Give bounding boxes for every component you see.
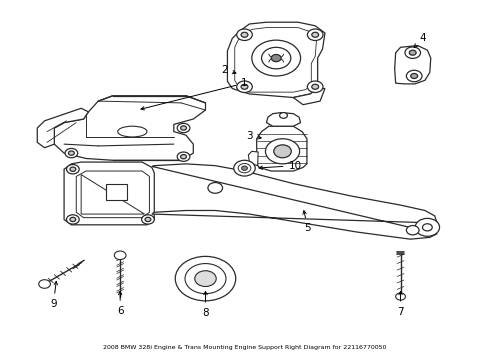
- Text: 8: 8: [202, 292, 208, 318]
- Polygon shape: [248, 151, 258, 166]
- Circle shape: [236, 29, 252, 41]
- Text: 2: 2: [221, 64, 235, 75]
- Circle shape: [241, 84, 247, 89]
- Text: 7: 7: [396, 292, 403, 316]
- Circle shape: [66, 215, 79, 224]
- Circle shape: [70, 167, 76, 171]
- Circle shape: [406, 226, 418, 235]
- Circle shape: [241, 32, 247, 37]
- Polygon shape: [293, 89, 325, 105]
- Circle shape: [410, 73, 417, 78]
- Circle shape: [241, 166, 247, 170]
- Circle shape: [66, 165, 79, 174]
- Circle shape: [177, 152, 189, 161]
- Polygon shape: [227, 22, 325, 98]
- Circle shape: [145, 217, 151, 222]
- Text: 4: 4: [413, 33, 425, 48]
- Circle shape: [114, 251, 126, 260]
- Circle shape: [422, 224, 431, 231]
- Polygon shape: [64, 162, 154, 225]
- Polygon shape: [256, 126, 306, 171]
- Circle shape: [68, 151, 74, 155]
- Circle shape: [265, 139, 299, 164]
- Circle shape: [273, 145, 291, 158]
- Polygon shape: [76, 171, 149, 218]
- Circle shape: [395, 293, 405, 300]
- Circle shape: [184, 264, 225, 294]
- Circle shape: [311, 84, 318, 89]
- Polygon shape: [394, 45, 430, 84]
- Text: 2008 BMW 328i Engine & Trans Mounting Engine Support Right Diagram for 221167700: 2008 BMW 328i Engine & Trans Mounting En…: [102, 345, 386, 350]
- Circle shape: [261, 47, 290, 69]
- Polygon shape: [105, 184, 127, 200]
- Polygon shape: [37, 108, 88, 148]
- Circle shape: [177, 123, 189, 133]
- Circle shape: [414, 219, 439, 236]
- Circle shape: [194, 271, 216, 287]
- Circle shape: [279, 113, 287, 118]
- Circle shape: [307, 81, 323, 93]
- Circle shape: [65, 148, 78, 158]
- Circle shape: [207, 183, 222, 193]
- Circle shape: [39, 280, 50, 288]
- Circle shape: [142, 215, 154, 224]
- Polygon shape: [54, 96, 205, 160]
- Text: 9: 9: [50, 282, 58, 309]
- Polygon shape: [81, 175, 144, 214]
- Circle shape: [406, 70, 421, 82]
- Circle shape: [180, 154, 186, 159]
- Circle shape: [408, 50, 415, 55]
- Circle shape: [70, 217, 76, 222]
- Circle shape: [175, 256, 235, 301]
- Polygon shape: [152, 164, 436, 239]
- Ellipse shape: [118, 126, 147, 137]
- Circle shape: [233, 160, 255, 176]
- Polygon shape: [266, 113, 300, 126]
- Circle shape: [271, 54, 281, 62]
- Circle shape: [180, 126, 186, 130]
- Circle shape: [307, 29, 323, 41]
- Circle shape: [238, 163, 250, 173]
- Circle shape: [311, 32, 318, 37]
- Circle shape: [251, 40, 300, 76]
- Text: 10: 10: [259, 161, 301, 171]
- Text: 6: 6: [117, 292, 123, 316]
- Circle shape: [236, 81, 252, 93]
- Polygon shape: [234, 28, 316, 92]
- Text: 5: 5: [303, 211, 310, 233]
- Text: 1: 1: [141, 78, 247, 110]
- Text: 3: 3: [246, 131, 261, 141]
- Circle shape: [404, 47, 420, 58]
